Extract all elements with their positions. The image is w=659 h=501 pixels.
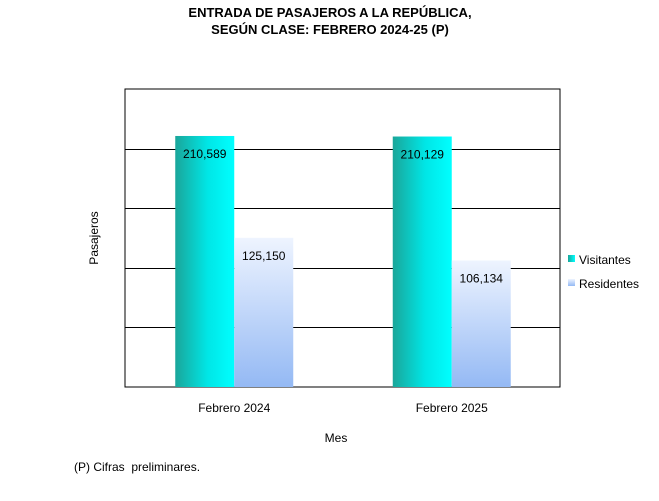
- bar-visitantes-1: [175, 135, 235, 387]
- legend: Visitantes Residentes: [568, 253, 639, 291]
- x-axis-label: Mes: [325, 431, 348, 445]
- legend-label-residentes: Residentes: [579, 277, 639, 291]
- plot-area: 210,589 125,150 Febrero 2024 210,129 106,134…: [124, 88, 561, 415]
- bar-residentes-2: [451, 260, 511, 387]
- legend-swatch-visitantes: [568, 255, 575, 262]
- x-tick-label-1: Febrero 2024: [198, 401, 270, 415]
- chart-title-line-1: ENTRADA DE PASAJEROS A LA REPÚBLICA,: [188, 5, 471, 20]
- data-label-residentes-2: 106,134: [460, 271, 504, 285]
- bar-visitantes-2: [392, 136, 452, 387]
- data-label-visitantes-1: 210,589: [183, 147, 227, 161]
- chart-title-line-2: SEGÚN CLASE: FEBRERO 2024-25 (P): [211, 22, 449, 37]
- data-label-visitantes-2: 210,129: [401, 148, 445, 162]
- legend-swatch-residentes: [568, 279, 575, 286]
- data-label-residentes-1: 125,150: [242, 249, 286, 263]
- footnote: (P) Cifras preliminares.: [74, 460, 201, 474]
- legend-label-visitantes: Visitantes: [579, 253, 631, 267]
- y-axis-label: Pasajeros: [87, 211, 101, 264]
- bar-residentes-1: [234, 237, 294, 387]
- x-tick-label-2: Febrero 2025: [416, 401, 488, 415]
